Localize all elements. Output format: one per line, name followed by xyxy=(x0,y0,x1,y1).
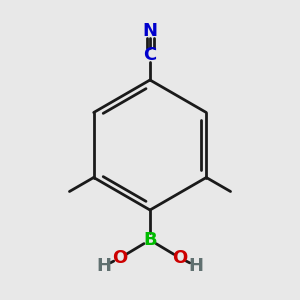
Text: O: O xyxy=(112,249,128,267)
Text: H: H xyxy=(97,257,112,275)
Text: B: B xyxy=(143,231,157,249)
Text: N: N xyxy=(142,22,158,40)
Text: H: H xyxy=(188,257,203,275)
Text: O: O xyxy=(172,249,188,267)
Text: C: C xyxy=(143,46,157,64)
